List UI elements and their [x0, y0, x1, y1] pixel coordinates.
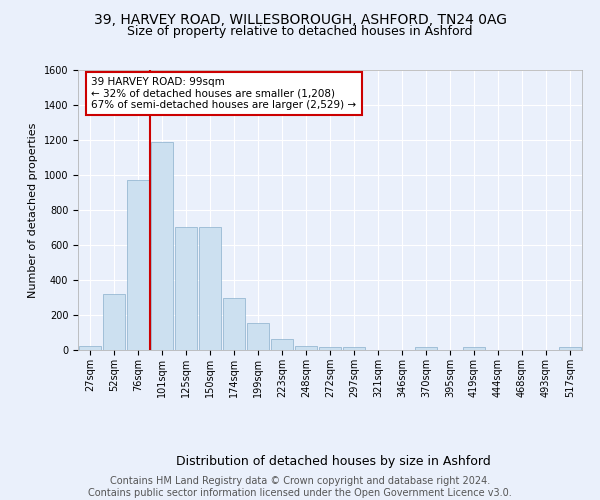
Bar	[79, 346, 101, 350]
Bar	[559, 348, 581, 350]
Bar	[223, 298, 245, 350]
Text: Size of property relative to detached houses in Ashford: Size of property relative to detached ho…	[127, 25, 473, 38]
Bar	[343, 348, 365, 350]
Text: 39, HARVEY ROAD, WILLESBOROUGH, ASHFORD, TN24 0AG: 39, HARVEY ROAD, WILLESBOROUGH, ASHFORD,…	[94, 12, 506, 26]
Bar	[199, 228, 221, 350]
Bar	[247, 323, 269, 350]
Bar	[319, 348, 341, 350]
Bar	[151, 142, 173, 350]
Bar	[415, 348, 437, 350]
Bar	[463, 348, 485, 350]
Bar	[295, 346, 317, 350]
Text: Contains HM Land Registry data © Crown copyright and database right 2024.
Contai: Contains HM Land Registry data © Crown c…	[88, 476, 512, 498]
Bar	[271, 338, 293, 350]
Bar	[103, 294, 125, 350]
Bar	[127, 180, 149, 350]
Text: 39 HARVEY ROAD: 99sqm
← 32% of detached houses are smaller (1,208)
67% of semi-d: 39 HARVEY ROAD: 99sqm ← 32% of detached …	[91, 77, 356, 110]
Y-axis label: Number of detached properties: Number of detached properties	[28, 122, 38, 298]
Text: Distribution of detached houses by size in Ashford: Distribution of detached houses by size …	[176, 454, 490, 468]
Bar	[175, 228, 197, 350]
